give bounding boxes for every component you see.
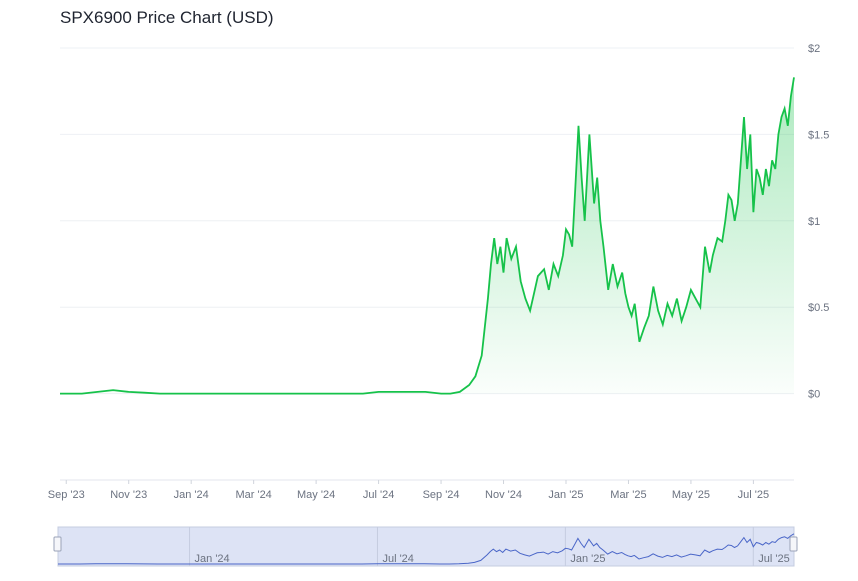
x-tick-label: Nov '23 [110, 489, 147, 501]
x-axis: Sep '23 Nov '23 Jan '24 Mar '24 May '24 Jul '… [48, 479, 794, 501]
x-tick-label: May '24 [297, 489, 335, 501]
x-tick-label: Jan '25 [548, 489, 583, 501]
price-area [60, 77, 794, 394]
x-tick-label: Sep '24 [423, 489, 460, 501]
navigator-selection[interactable] [57, 526, 795, 567]
navigator-line [58, 533, 795, 565]
y-tick-label: $2 [808, 43, 820, 55]
x-tick-label: Mar '25 [610, 489, 646, 501]
y-tick-label: $1 [808, 216, 820, 228]
y-tick-label: $1.5 [808, 129, 829, 141]
y-tick-label: $0.5 [808, 302, 829, 314]
x-tick-label: Jan '24 [174, 489, 209, 501]
navigator-tick-label: Jan '24 [195, 553, 230, 565]
navigator-tick-label: Jul '24 [382, 553, 413, 565]
x-tick-label: Sep '23 [48, 489, 85, 501]
x-tick-label: Jul '25 [738, 489, 769, 501]
navigator-tick-label: Jul '25 [758, 553, 789, 565]
y-tick-label: $0 [808, 389, 820, 401]
navigator-ticks: Jan '24 Jul '24 Jan '25 Jul '25 [189, 527, 790, 566]
navigator-handle-left[interactable] [53, 536, 62, 552]
x-tick-label: Jul '24 [363, 489, 394, 501]
chart-title: SPX6900 Price Chart (USD) [60, 8, 274, 27]
y-axis: $0 $0.5 $1 $1.5 $2 [808, 43, 829, 401]
navigator-tick-label: Jan '25 [570, 553, 605, 565]
price-line[interactable] [60, 77, 795, 395]
range-navigator[interactable]: Jan '24 Jul '24 Jan '25 Jul '25 [53, 526, 798, 567]
x-tick-label: Nov '24 [485, 489, 522, 501]
navigator-handle-right[interactable] [789, 536, 798, 552]
x-tick-label: May '25 [672, 489, 710, 501]
x-tick-label: Mar '24 [235, 489, 271, 501]
